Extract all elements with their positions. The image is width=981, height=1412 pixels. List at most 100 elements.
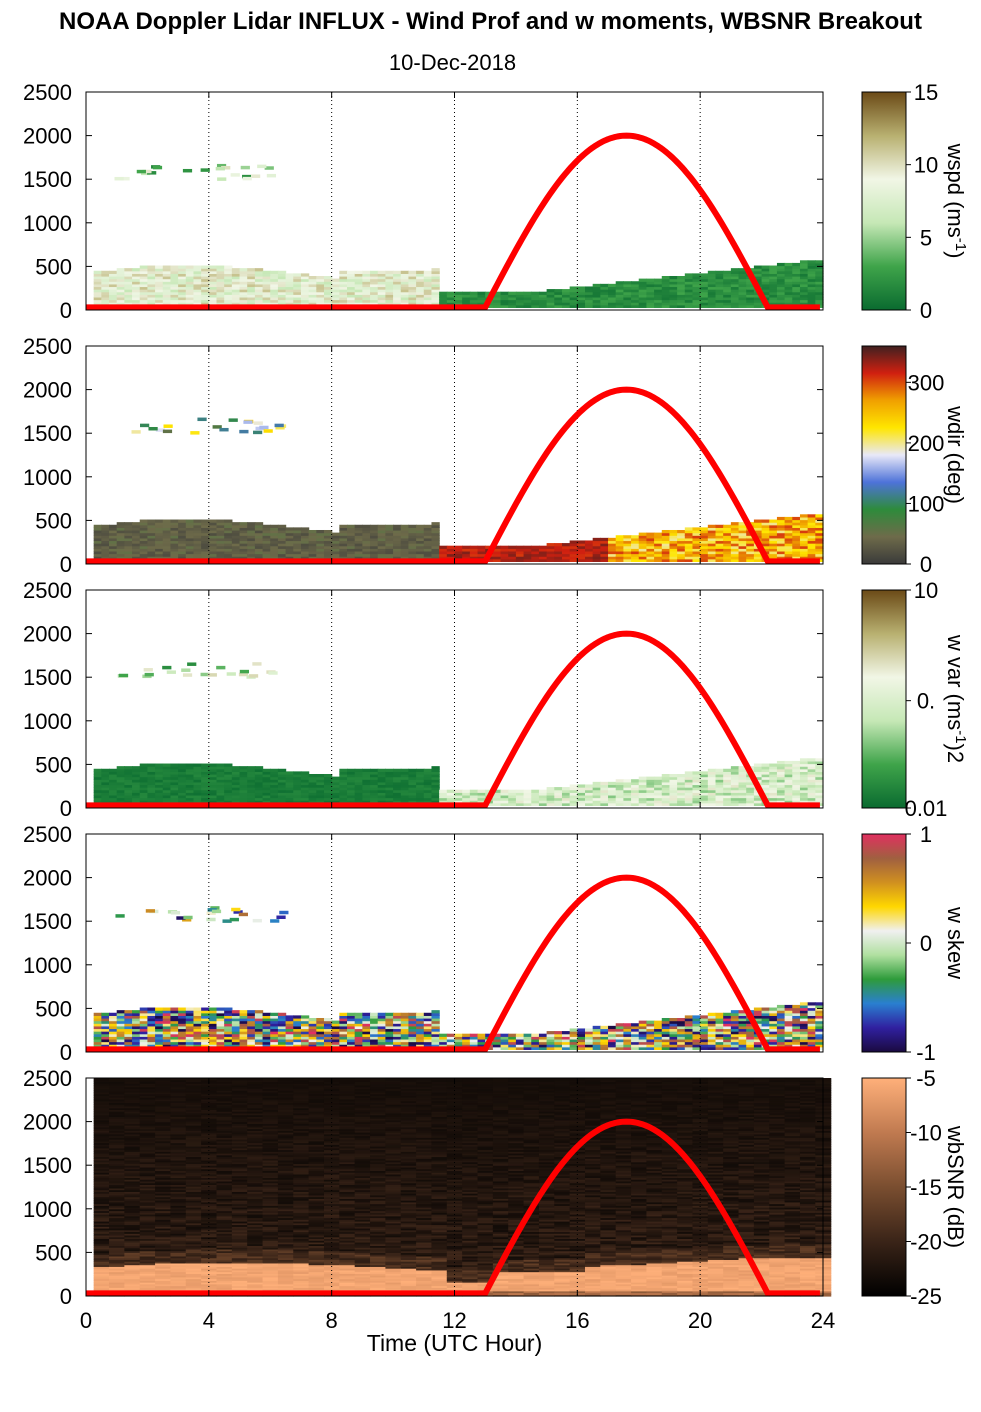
- heatmap-cell: [600, 553, 609, 557]
- heatmap-cell: [185, 773, 195, 778]
- heatmap-cell: [293, 1017, 302, 1022]
- heatmap-cell: [799, 781, 809, 786]
- heatmap-cell: [109, 1023, 118, 1027]
- heatmap-cell: [270, 1038, 279, 1043]
- heatmap-cell: [393, 294, 402, 298]
- heatmap-cell: [323, 532, 333, 536]
- heatmap-cell: [354, 1023, 363, 1027]
- heatmap-cell: [354, 1044, 363, 1048]
- heatmap-cell: [377, 1015, 387, 1019]
- heatmap-cell: [623, 781, 632, 786]
- heatmap-cell: [569, 794, 578, 799]
- heatmap-cell: [523, 794, 532, 799]
- heatmap-cell: [815, 296, 824, 301]
- heatmap-cell: [669, 543, 678, 547]
- heatmap-cell: [331, 302, 340, 306]
- heatmap-cell: [224, 1041, 233, 1045]
- heatmap-cell: [631, 781, 640, 786]
- heatmap-cell: [178, 286, 187, 290]
- heatmap-cell: [623, 800, 632, 804]
- heatmap-cell: [784, 273, 793, 277]
- heatmap-cell: [193, 792, 202, 796]
- heatmap-cell: [385, 1028, 394, 1032]
- heatmap-cell: [600, 294, 609, 298]
- heatmap-cell: [270, 524, 279, 528]
- y-tick-label: 2500: [23, 578, 72, 603]
- heatmap-cell: [370, 1033, 379, 1037]
- heatmap-cell: [784, 794, 793, 799]
- heatmap-cell: [730, 1023, 740, 1027]
- heatmap-cell: [208, 1020, 218, 1024]
- heatmap-cell: [799, 1025, 809, 1030]
- heatmap-cell: [139, 275, 149, 280]
- heatmap-cell: [139, 1017, 149, 1022]
- heatmap-cell: [707, 1031, 717, 1035]
- heatmap-cell: [654, 1038, 663, 1043]
- heatmap-cell: [715, 302, 724, 306]
- heatmap-cell: [615, 1023, 624, 1027]
- heatmap-cell: [738, 1046, 747, 1050]
- heatmap-cell: [569, 1038, 578, 1043]
- heatmap-cell: [792, 1023, 801, 1027]
- heatmap-cell: [600, 543, 609, 547]
- heatmap-cell: [162, 299, 172, 303]
- heatmap-cell: [807, 283, 816, 288]
- heatmap-cell: [254, 768, 264, 772]
- heatmap-cell: [347, 270, 356, 274]
- heatmap-cell: [362, 545, 371, 549]
- heatmap-cell: [362, 289, 371, 293]
- heatmap-cell: [623, 1023, 632, 1027]
- heatmap-cell: [247, 275, 256, 280]
- heatmap-cell: [761, 779, 770, 783]
- heatmap-cell: [216, 278, 225, 282]
- heatmap-cell: [799, 794, 809, 799]
- heatmap-cell: [677, 794, 686, 799]
- heatmap-cell: [400, 553, 410, 557]
- heatmap-cell: [792, 1004, 801, 1009]
- heatmap-cell: [746, 787, 755, 791]
- heatmap-cell: [339, 776, 348, 780]
- heatmap-cell: [784, 766, 793, 770]
- heatmap-cell: [300, 787, 310, 791]
- heatmap-cell: [431, 773, 440, 778]
- heatmap-cell: [546, 1044, 555, 1048]
- heatmap-cell: [684, 1023, 694, 1027]
- heatmap-cell: [162, 527, 172, 531]
- heatmap-cell: [208, 1025, 218, 1030]
- heatmap-cell: [769, 773, 778, 778]
- heatmap-cell: [254, 1023, 264, 1027]
- heatmap-cell: [684, 281, 694, 285]
- heatmap-cell: [254, 1033, 264, 1037]
- heatmap-cell: [661, 787, 671, 791]
- heatmap-cell: [216, 1044, 225, 1048]
- heatmap-cell: [347, 771, 356, 775]
- heatmap-cell: [370, 529, 379, 534]
- heatmap-cell: [293, 550, 302, 555]
- heatmap-cell: [585, 304, 594, 308]
- heatmap-cell: [431, 278, 440, 282]
- heatmap-cell: [515, 291, 525, 295]
- heatmap-cell: [370, 797, 379, 801]
- heatmap-cell: [538, 792, 548, 796]
- heatmap-cell: [669, 540, 678, 544]
- heatmap-cell: [370, 270, 379, 274]
- heatmap-cell: [285, 1038, 294, 1043]
- heatmap-cell: [815, 532, 824, 536]
- heatmap-cell: [416, 789, 425, 793]
- heatmap-cell: [615, 558, 624, 562]
- heatmap-cell: [776, 792, 786, 796]
- heatmap-cell: [208, 527, 218, 531]
- heatmap-cell: [116, 784, 125, 788]
- heatmap-cell: [147, 1041, 156, 1045]
- heatmap-cell: [393, 281, 402, 285]
- heatmap-cell: [715, 1028, 724, 1032]
- heatmap-cell: [93, 543, 102, 547]
- heatmap-cell: [118, 673, 129, 678]
- heatmap-cell: [370, 792, 379, 796]
- heatmap-cell: [93, 299, 102, 303]
- heatmap-cell: [408, 286, 417, 290]
- heatmap-cell: [684, 1031, 694, 1035]
- heatmap-cell: [416, 286, 425, 290]
- heatmap-cell: [208, 270, 218, 274]
- heatmap-cell: [208, 294, 218, 298]
